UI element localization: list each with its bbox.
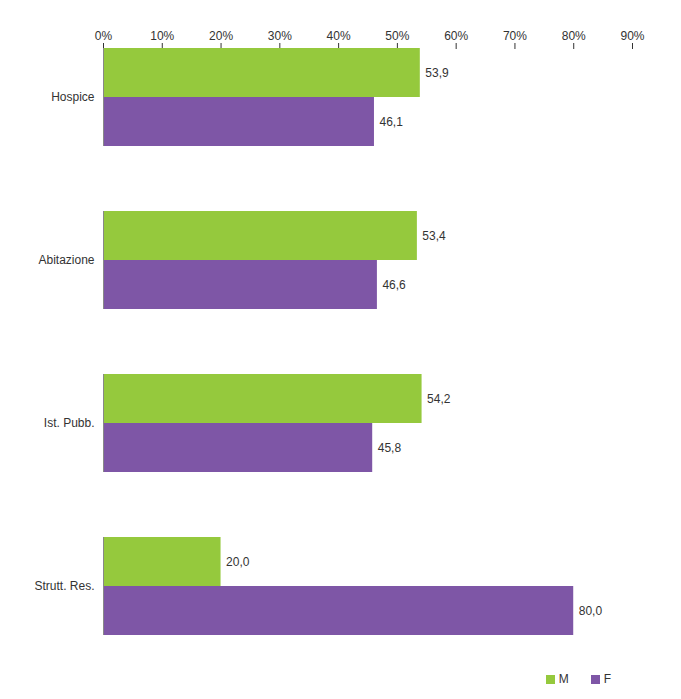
svg-text:50%: 50% [385, 29, 409, 43]
svg-text:0%: 0% [95, 29, 113, 43]
svg-text:40%: 40% [327, 29, 351, 43]
html-text:F: F [603, 672, 611, 686]
html-text:M: M [558, 672, 569, 686]
svg-text:Ist. Pubb.: Ist. Pubb. [44, 416, 95, 430]
svg-text:Abitazione: Abitazione [38, 253, 94, 267]
svg-text:80,0: 80,0 [579, 604, 603, 618]
svg-text:54,2: 54,2 [427, 392, 451, 406]
svg-text:20%: 20% [209, 29, 233, 43]
svg-text:46,6: 46,6 [382, 278, 406, 292]
svg-text:30%: 30% [268, 29, 292, 43]
svg-text:20,0: 20,0 [226, 555, 250, 569]
svg-text:Strutt. Res.: Strutt. Res. [34, 579, 94, 593]
svg-text:80%: 80% [562, 29, 586, 43]
svg-text:60%: 60% [444, 29, 468, 43]
svg-text:70%: 70% [503, 29, 527, 43]
svg-text:45,8: 45,8 [378, 441, 402, 455]
svg-text:10%: 10% [150, 29, 174, 43]
svg-text:53,9: 53,9 [425, 66, 449, 80]
svg-text:46,1: 46,1 [379, 115, 403, 129]
svg-text:Hospice: Hospice [51, 90, 95, 104]
svg-text:53,4: 53,4 [422, 229, 446, 243]
svg-text:90%: 90% [620, 29, 644, 43]
